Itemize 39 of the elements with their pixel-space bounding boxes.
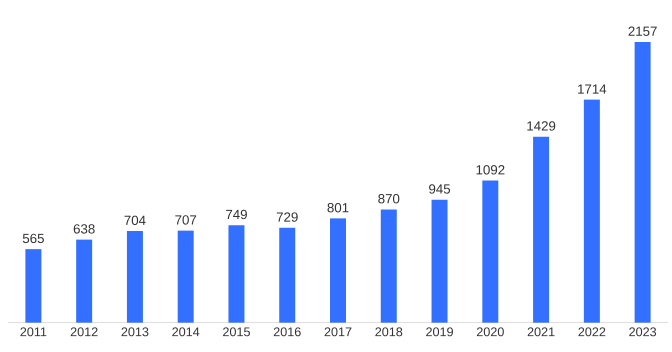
data-label: 870 xyxy=(378,194,400,204)
data-label: 1092 xyxy=(476,165,504,175)
data-label: 1429 xyxy=(527,121,556,131)
x-tick-label: 2013 xyxy=(122,327,148,336)
x-tick-label: 2019 xyxy=(426,327,453,336)
data-label: 749 xyxy=(226,210,247,220)
bar xyxy=(279,228,296,323)
bar xyxy=(76,240,92,323)
bar xyxy=(634,42,651,323)
bar xyxy=(228,225,244,323)
data-label: 2157 xyxy=(628,26,657,36)
data-label: 801 xyxy=(328,203,348,212)
data-label: 704 xyxy=(124,216,146,226)
bar xyxy=(482,180,498,323)
data-label: 945 xyxy=(429,184,450,194)
bar xyxy=(380,209,397,323)
bar xyxy=(330,218,346,323)
x-tick-label: 2017 xyxy=(324,327,352,336)
bar xyxy=(584,100,600,323)
x-tick-label: 2014 xyxy=(172,327,200,336)
x-tick-label: 2020 xyxy=(476,327,504,336)
bar xyxy=(533,136,550,323)
data-label: 565 xyxy=(22,234,44,244)
bar xyxy=(126,231,143,323)
x-tick-label: 2022 xyxy=(578,327,606,336)
data-label: 1714 xyxy=(578,84,606,94)
bar xyxy=(178,230,194,323)
x-tick-label: 2021 xyxy=(528,327,554,336)
data-label: 638 xyxy=(74,224,95,234)
x-tick-label: 2011 xyxy=(20,327,46,336)
x-tick-label: 2015 xyxy=(223,327,250,336)
x-tick-label: 2023 xyxy=(629,327,656,336)
data-label: 707 xyxy=(175,215,196,225)
data-label: 729 xyxy=(276,212,298,222)
bar xyxy=(432,200,448,323)
x-tick-label: 2016 xyxy=(274,327,301,336)
x-tick-label: 2012 xyxy=(70,327,98,336)
bar xyxy=(25,249,42,323)
x-tick-label: 2018 xyxy=(375,327,402,336)
